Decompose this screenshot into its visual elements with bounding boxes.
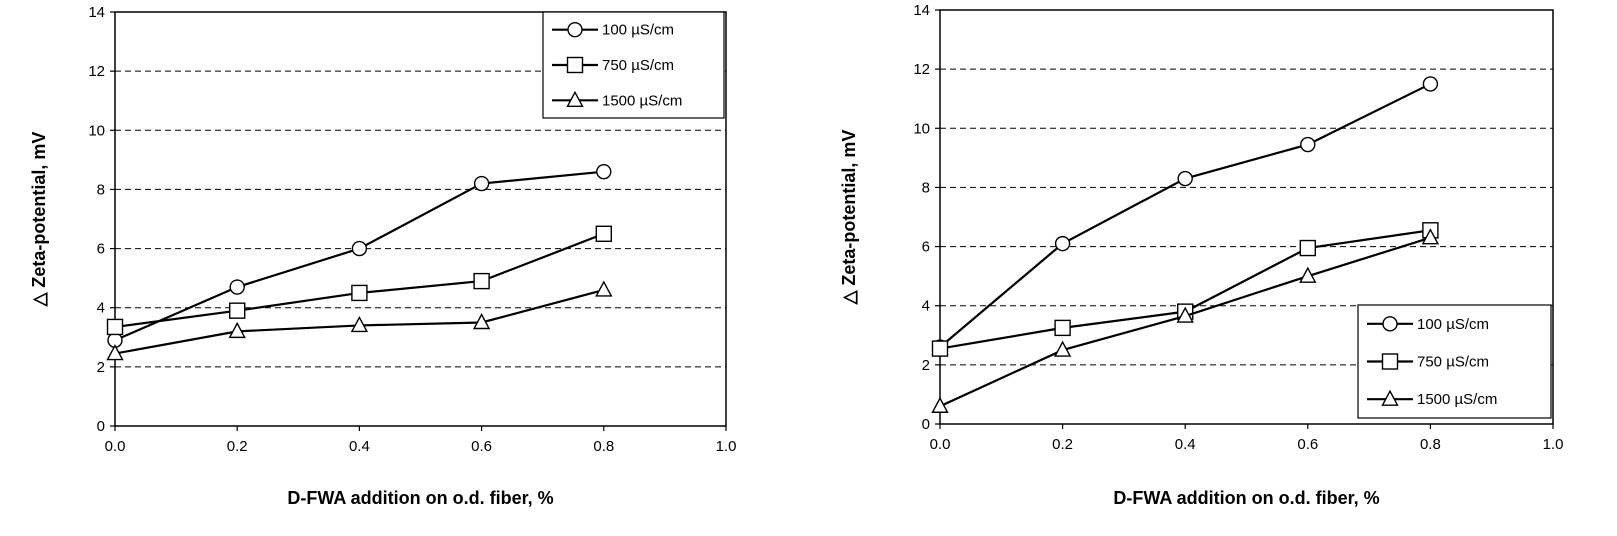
- chart-left: 0 2 4 6 8 10 12 14 0.0 0.2 0.4 0.6 0.8 1.0 D-FWA addit…: [29, 4, 737, 508]
- y-tick-label: 12: [913, 61, 930, 78]
- legend: 100 µS/cm 750 µS/cm 1500 µS/cm: [542, 11, 725, 119]
- data-point-circle: [1177, 170, 1193, 187]
- y-tick-label: 8: [97, 181, 105, 198]
- x-tick-label: 0.2: [227, 438, 248, 455]
- legend-marker-circle: [567, 21, 583, 38]
- x-tick-label: 0.4: [1175, 436, 1196, 453]
- data-point-square: [106, 318, 124, 336]
- data-point-circle: [473, 175, 490, 192]
- y-axis-title: △ Zeta-potential, mV: [839, 130, 859, 306]
- x-tick-label: 1.0: [716, 438, 737, 455]
- x-tick-label: 0.2: [1052, 436, 1073, 453]
- x-tick-label: 0.6: [1297, 436, 1318, 453]
- data-point-triangle: [1299, 266, 1317, 283]
- y-tick-label: 0: [922, 416, 930, 433]
- legend-label: 1500 µS/cm: [1417, 391, 1497, 408]
- legend-marker-square: [1381, 353, 1399, 370]
- chart-right: 0 2 4 6 8 10 12 14 0.0 0.2 0.4 0.6 0.8 1.0 D-FWA addit…: [810, 0, 1617, 536]
- x-tick-label: 0.8: [1420, 436, 1441, 453]
- x-tick-label: 0.6: [471, 438, 492, 455]
- data-point-square: [1054, 319, 1071, 337]
- data-point-triangle: [228, 321, 246, 339]
- series-triangle: [106, 280, 613, 361]
- y-tick-label: 14: [913, 2, 930, 19]
- y-tick-label: 6: [97, 241, 105, 258]
- data-point-circle: [596, 163, 612, 180]
- series-square: [106, 225, 612, 336]
- data-point-square: [473, 272, 490, 290]
- x-tick-label: 0.0: [105, 438, 126, 455]
- data-point-circle: [351, 240, 368, 257]
- legend-marker-triangle: [566, 90, 584, 108]
- y-tick-label: 8: [922, 179, 930, 196]
- legend: 100 µS/cm 750 µS/cm 1500 µS/cm: [1357, 304, 1552, 419]
- chart-svg: 0 2 4 6 8 10 12 14 0.0 0.2 0.4 0.6 0.8 1.0 D-FWA addit…: [29, 4, 737, 508]
- legend-label: 750 µS/cm: [602, 57, 674, 74]
- y-axis-title: △ Zeta-potential, mV: [29, 132, 49, 308]
- y-tick-label: 14: [88, 4, 105, 21]
- data-point-square: [595, 225, 612, 242]
- gridlines: [115, 70, 726, 368]
- data-point-square: [228, 302, 246, 319]
- y-tick-label: 4: [97, 300, 105, 317]
- data-point-circle: [1300, 136, 1316, 153]
- data-point-triangle: [472, 313, 491, 330]
- data-point-triangle: [931, 396, 949, 413]
- plot-frame: [114, 11, 727, 427]
- y-tick-label: 2: [922, 357, 930, 374]
- y-tick-label: 2: [97, 359, 105, 376]
- legend-marker-circle: [1382, 316, 1398, 332]
- x-tick-label: 0.0: [930, 436, 951, 453]
- data-point-triangle: [1053, 340, 1072, 357]
- x-axis-title: D-FWA addition on o.d. fiber, %: [287, 488, 553, 508]
- data-point-triangle: [595, 280, 613, 297]
- legend-marker-triangle: [1381, 389, 1399, 406]
- data-point-square: [931, 340, 949, 357]
- data-point-square: [351, 284, 368, 302]
- y-tick-label: 4: [922, 298, 930, 315]
- chart-svg: 0 2 4 6 8 10 12 14 0.0 0.2 0.4 0.6 0.8 1.0 D-FWA addit…: [839, 2, 1564, 508]
- plot-frame: [939, 9, 1554, 425]
- y-tick-label: 10: [88, 122, 105, 139]
- y-tick-label: 6: [922, 239, 930, 256]
- data-point-triangle: [1176, 306, 1194, 323]
- data-point-circle: [1422, 76, 1439, 92]
- data-point-square: [1299, 239, 1316, 257]
- legend-label: 1500 µS/cm: [602, 92, 682, 109]
- y-tick-label: 12: [88, 63, 105, 80]
- data-point-triangle: [106, 344, 124, 361]
- data-point-circle: [1054, 235, 1071, 252]
- y-tick-label: 10: [913, 120, 930, 137]
- data-point-triangle: [1421, 228, 1440, 245]
- x-tick-label: 0.8: [593, 438, 614, 455]
- x-tick-label: 0.4: [349, 438, 370, 455]
- x-tick-label: 1.0: [1543, 436, 1564, 453]
- data-point-circle: [229, 279, 245, 295]
- legend-marker-square: [566, 56, 584, 74]
- y-tick-label: 0: [97, 418, 105, 435]
- x-axis-title: D-FWA addition on o.d. fiber, %: [1113, 488, 1379, 508]
- data-point-triangle: [350, 315, 369, 333]
- series-line: [939, 229, 1431, 350]
- legend-label: 750 µS/cm: [1417, 354, 1489, 371]
- legend-label: 100 µS/cm: [1417, 316, 1489, 333]
- series-triangle: [931, 228, 1440, 413]
- legend-label: 100 µS/cm: [602, 22, 674, 39]
